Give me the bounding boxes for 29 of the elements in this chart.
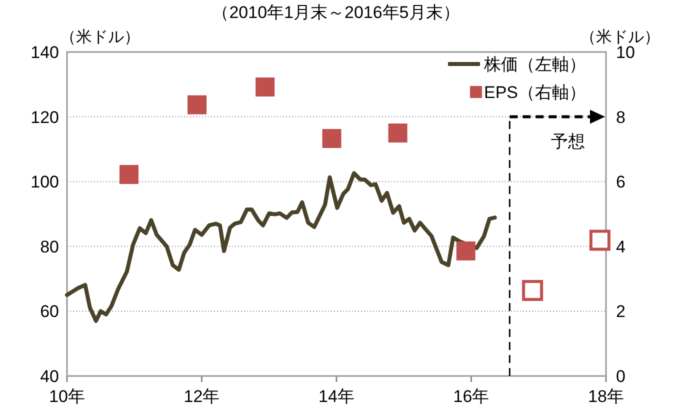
y-tick-label: 40 — [40, 367, 59, 386]
x-tick-label: 10年 — [49, 387, 85, 406]
y2-tick-label: 2 — [616, 302, 626, 322]
y2-axis-title: （米ドル） — [580, 28, 660, 46]
title: （2010年1月末～2016年5月末） — [212, 3, 460, 22]
x-tick-label: 14年 — [318, 387, 354, 406]
y2-tick-label: 10 — [616, 43, 635, 62]
point — [322, 129, 342, 148]
point — [188, 95, 207, 114]
x-tick-label: 12年 — [184, 387, 220, 406]
x-tick-label: 16年 — [453, 387, 490, 406]
y-axis-title: （米ドル） — [60, 28, 140, 46]
point — [388, 124, 408, 142]
point — [456, 241, 476, 260]
y-tick-label: 60 — [40, 302, 59, 322]
y2-tick-label: 6 — [616, 172, 626, 192]
x-tick-label: 18年 — [588, 387, 624, 406]
y-tick-label: 80 — [40, 237, 59, 256]
ref-line-label: 予想 — [550, 132, 585, 151]
y-tick-label: 100 — [30, 172, 59, 192]
y-tick-label: 140 — [30, 43, 59, 62]
legend-label: EPS（右軸） — [484, 83, 586, 102]
y2-tick-label: 4 — [616, 237, 626, 256]
point — [256, 77, 275, 96]
y-tick-label: 120 — [30, 108, 59, 127]
y2-tick-label: 0 — [616, 367, 626, 386]
y2-tick-label: 8 — [616, 108, 626, 127]
legend-label: 株価（左軸） — [483, 55, 586, 74]
point — [119, 164, 138, 184]
